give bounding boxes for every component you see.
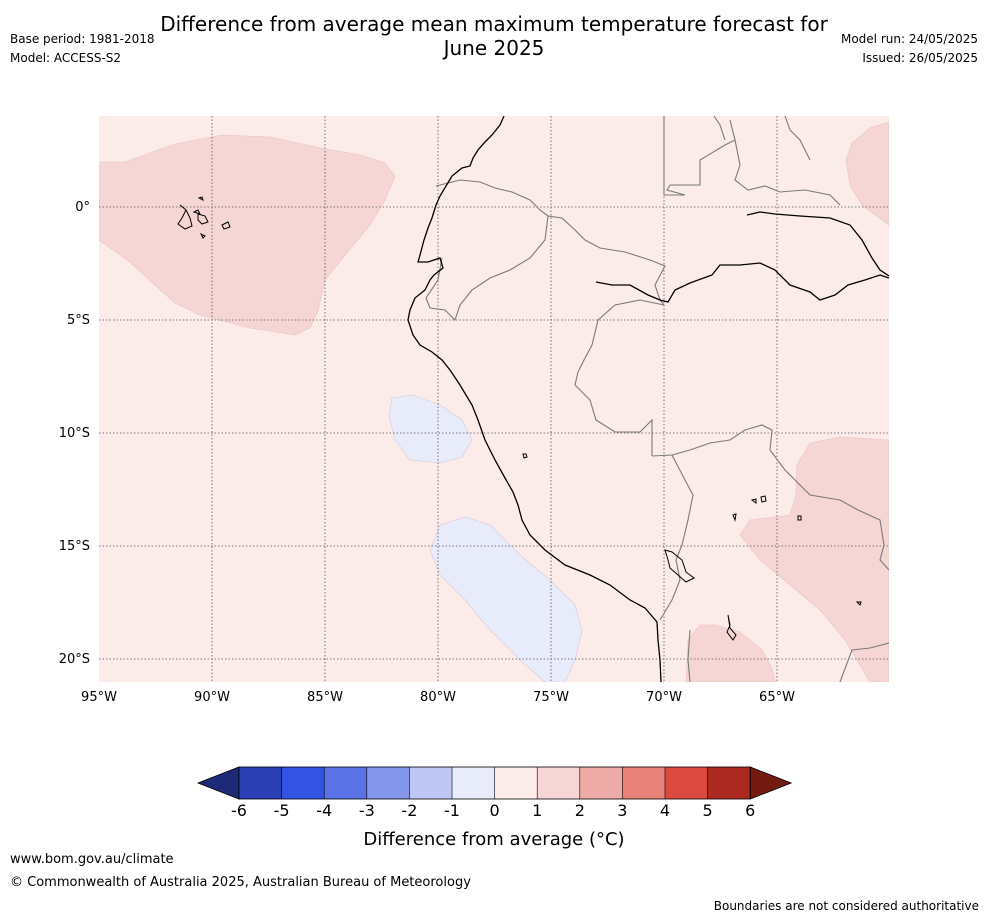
issued-date: Issued: 26/05/2025 — [862, 51, 978, 65]
lat-label-20s: 20°S — [59, 652, 90, 667]
lon-label-70w: 70°W — [646, 690, 682, 705]
lon-label-95w: 95°W — [81, 690, 117, 705]
colorbar-segment — [665, 767, 709, 799]
colorbar-segment — [622, 767, 666, 799]
lon-label-80w: 80°W — [420, 690, 456, 705]
base-period: Base period: 1981-2018 — [10, 32, 155, 46]
colorbar-extend-high — [749, 766, 793, 800]
colorbar-tick-label: -3 — [359, 801, 375, 820]
anomaly-area-chile — [685, 624, 776, 682]
title-line-1: Difference from average mean maximum tem… — [160, 12, 828, 36]
colorbar — [196, 766, 793, 800]
lat-label-10s: 10°S — [59, 426, 90, 441]
longitude-labels: 95°W 90°W 85°W 80°W 75°W 70°W 65°W — [81, 690, 795, 705]
colorbar-tick-label: 2 — [575, 801, 585, 820]
graticule — [99, 116, 889, 682]
colorbar-segment — [324, 767, 368, 799]
lat-label-0: 0° — [75, 200, 90, 215]
lon-label-90w: 90°W — [194, 690, 230, 705]
map-title: Difference from average mean maximum tem… — [0, 12, 988, 60]
colorbar-segment — [452, 767, 496, 799]
title-line-2: June 2025 — [443, 36, 545, 60]
colorbar-tick-label: 1 — [532, 801, 542, 820]
colorbar-segment — [579, 767, 623, 799]
colorbar-tick-label: -2 — [401, 801, 417, 820]
colorbar-tick-label: -1 — [444, 801, 460, 820]
anomaly-area-bolivia — [739, 436, 889, 682]
colorbar-tick-label: 5 — [703, 801, 713, 820]
colorbar-tick-label: 4 — [660, 801, 670, 820]
lon-label-75w: 75°W — [533, 690, 569, 705]
colorbar-tick-label: 6 — [745, 801, 755, 820]
model-name: Model: ACCESS-S2 — [10, 51, 122, 65]
anomaly-area-offshore-south — [429, 516, 583, 682]
colorbar-segment — [409, 767, 453, 799]
colorbar-segment — [239, 767, 283, 799]
country-borders — [425, 116, 889, 682]
anomaly-area-galapagos — [99, 134, 396, 336]
lat-label-5s: 5°S — [67, 313, 90, 328]
footer-disclaimer: Boundaries are not considered authoritat… — [713, 899, 979, 913]
colorbar-segment — [537, 767, 581, 799]
colorbar-segment — [281, 767, 325, 799]
colorbar-tick-label: 3 — [617, 801, 627, 820]
colorbar-ticks: -6 -5 -4 -3 -2 -1 0 1 2 3 4 5 6 — [231, 801, 755, 820]
colorbar-extend-low — [196, 766, 240, 800]
colorbar-title: Difference from average (°C) — [363, 829, 624, 850]
colorbar-tick-label: -6 — [231, 801, 247, 820]
footer-copyright: © Commonwealth of Australia 2025, Austra… — [10, 875, 471, 890]
model-run: Model run: 24/05/2025 — [840, 32, 978, 46]
anomaly-area-offshore-north — [388, 394, 473, 464]
lat-label-15s: 15°S — [59, 539, 90, 554]
colorbar-tick-label: -5 — [274, 801, 290, 820]
colorbar-tick-label: 0 — [490, 801, 500, 820]
colorbar-segment — [707, 767, 751, 799]
latitude-labels: 0° 5°S 10°S 15°S 20°S — [59, 200, 90, 667]
colorbar-segment — [366, 767, 410, 799]
anomaly-area-northeast — [845, 121, 889, 226]
coastlines — [177, 116, 889, 682]
colorbar-tick-label: -4 — [316, 801, 332, 820]
colorbar-segment — [494, 767, 538, 799]
lon-label-65w: 65°W — [759, 690, 795, 705]
lon-label-85w: 85°W — [307, 690, 343, 705]
footer-url: www.bom.gov.au/climate — [10, 852, 174, 867]
